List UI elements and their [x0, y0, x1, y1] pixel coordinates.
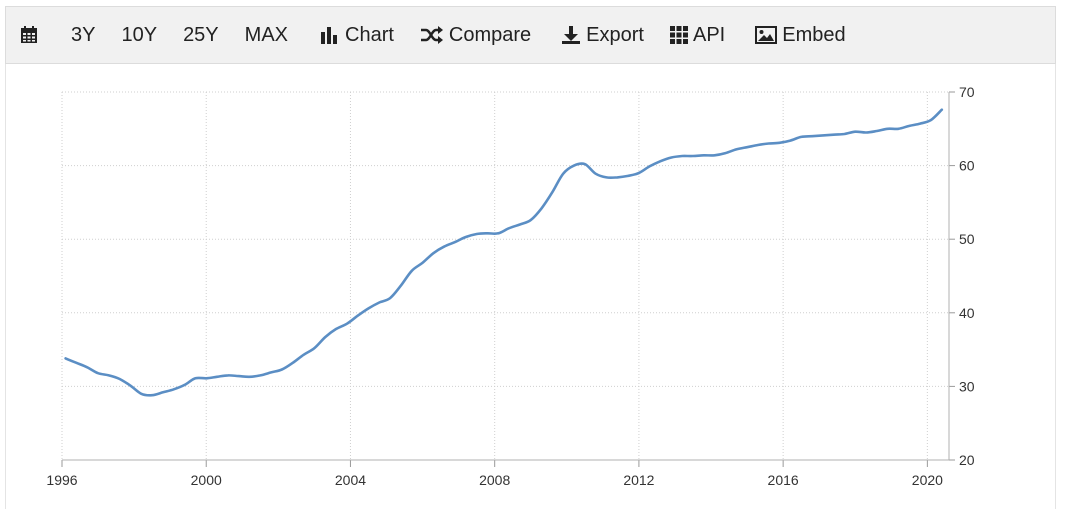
y-tick-label: 20: [959, 452, 975, 468]
chart-button-label: Chart: [345, 23, 394, 46]
embed-button[interactable]: Embed: [755, 7, 846, 63]
download-icon: [561, 25, 581, 45]
image-icon: [755, 26, 778, 44]
x-tick-label: 1996: [46, 472, 77, 488]
chart-toolbar: 3Y 10Y 25Y MAX Chart Compare: [5, 6, 1056, 64]
api-button-label: API: [692, 23, 726, 46]
range-3y-button[interactable]: 3Y: [71, 23, 96, 46]
y-tick-label: 60: [959, 158, 975, 174]
export-button-label: Export: [586, 23, 644, 46]
api-button[interactable]: API: [669, 7, 726, 63]
x-tick-label: 2000: [191, 472, 222, 488]
chart-series: [64, 108, 944, 397]
y-tick-label: 70: [959, 84, 975, 100]
shuffle-icon: [420, 26, 444, 44]
chart-button[interactable]: Chart: [320, 7, 394, 63]
embed-button-label: Embed: [782, 23, 846, 46]
calendar-button[interactable]: [20, 7, 38, 63]
compare-button-label: Compare: [448, 23, 532, 46]
range-10y-button[interactable]: 10Y: [121, 23, 158, 46]
x-tick-label: 2016: [768, 472, 799, 488]
x-tick-label: 2020: [912, 472, 943, 488]
compare-button[interactable]: Compare: [420, 7, 531, 63]
y-tick-label: 50: [959, 231, 975, 247]
range-max-button[interactable]: MAX: [244, 23, 288, 46]
chart-frame: [5, 64, 1056, 509]
range-25y-button[interactable]: 25Y: [183, 23, 219, 46]
y-tick-label: 40: [959, 305, 975, 321]
bar-chart-icon: [320, 26, 340, 44]
chart-grid: [61, 91, 949, 461]
x-axis: 1996 2000 2004 2008 2012 2016 2020: [46, 459, 949, 488]
calendar-icon: [21, 26, 37, 43]
export-button[interactable]: Export: [561, 7, 644, 63]
x-tick-label: 2012: [623, 472, 654, 488]
y-tick-label: 30: [959, 378, 975, 394]
grid-icon: [669, 26, 688, 44]
x-tick-label: 2008: [479, 472, 510, 488]
y-axis: 20 30 40 50 60 70: [948, 84, 975, 468]
x-tick-label: 2004: [335, 472, 366, 488]
series-line: [64, 108, 944, 397]
